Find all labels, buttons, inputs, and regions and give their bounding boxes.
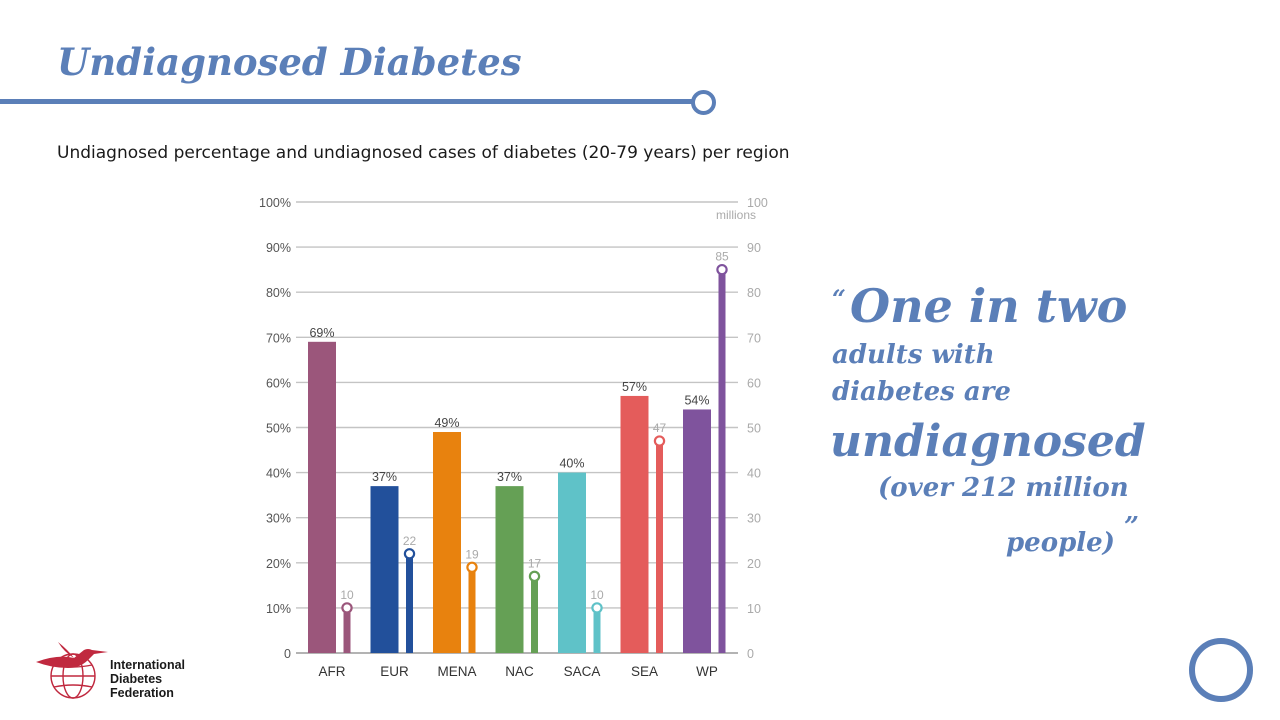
quote-line-3: diabetes are xyxy=(832,377,1011,407)
x-tick-label: AFR xyxy=(319,664,346,679)
lollipop-value-label: 17 xyxy=(528,556,542,570)
chart-subtitle: Undiagnosed percentage and undiagnosed c… xyxy=(57,143,790,163)
y-tick-label-left: 40% xyxy=(266,467,291,481)
bar xyxy=(433,432,461,653)
lollipop-value-label: 47 xyxy=(653,421,667,435)
lollipop-marker xyxy=(466,561,478,574)
bar xyxy=(495,486,524,653)
y-tick-label-right: 10 xyxy=(747,602,761,616)
lollipop-marker xyxy=(591,602,603,614)
bar xyxy=(683,409,711,653)
lollipop-value-label: 85 xyxy=(715,250,729,264)
lollipop-stem xyxy=(656,441,663,653)
y-tick-label-right: 0 xyxy=(747,647,754,661)
bar xyxy=(620,395,649,653)
quote-line-5: (over 212 million xyxy=(878,473,1129,503)
lollipop-stem xyxy=(343,607,351,653)
bar-value-label: 37% xyxy=(372,470,397,484)
y-tick-label-left: 60% xyxy=(266,376,291,390)
slide-title: Undiagnosed Diabetes xyxy=(57,40,522,84)
lollipop-stem xyxy=(531,576,538,653)
y-tick-label-right: 20 xyxy=(747,557,761,571)
lollipop-stem xyxy=(593,607,601,653)
bar-value-label: 49% xyxy=(434,416,459,430)
lollipop-stem xyxy=(718,269,726,653)
bar xyxy=(558,472,586,653)
lollipop-value-label: 22 xyxy=(403,534,417,548)
y-tick-label-right: 50 xyxy=(747,422,761,436)
title-underline xyxy=(0,99,694,104)
bar-value-label: 69% xyxy=(309,326,334,340)
hummingbird-globe-icon xyxy=(36,642,108,699)
y-tick-label-right: 40 xyxy=(747,467,761,481)
lollipop-marker xyxy=(403,548,416,560)
y-tick-label-right: 70 xyxy=(747,331,761,345)
y-tick-label-left: 10% xyxy=(266,602,291,616)
ring-icon xyxy=(1189,638,1253,702)
lollipop-stem xyxy=(406,553,413,653)
bar-value-label: 57% xyxy=(622,380,647,394)
y-tick-label-left: 50% xyxy=(266,422,291,436)
lollipop-value-label: 10 xyxy=(340,588,354,602)
quote-close-mark: ” xyxy=(1124,512,1139,542)
x-tick-label: MENA xyxy=(437,664,476,679)
lollipop-value-label: 10 xyxy=(590,588,604,602)
logo-line-1: International xyxy=(110,658,186,672)
bar xyxy=(370,486,399,653)
y-tick-label-right: 90 xyxy=(747,241,761,255)
y-tick-label-left: 30% xyxy=(266,512,291,526)
logo-text: International Diabetes Federation xyxy=(110,658,185,700)
x-tick-label: SEA xyxy=(631,664,658,679)
quote-line-6: people) xyxy=(1006,528,1115,558)
lollipop-value-label: 19 xyxy=(465,547,479,561)
y-tick-label-left: 80% xyxy=(266,286,291,300)
y-tick-label-left: 100% xyxy=(259,196,291,210)
quote-line-2: adults with xyxy=(832,340,995,370)
y-tick-label-left: 20% xyxy=(266,557,291,571)
quote-open-mark: “ xyxy=(832,284,846,313)
y-tick-label-left: 0 xyxy=(284,647,291,661)
bar-value-label: 37% xyxy=(497,470,522,484)
y-tick-label-right: 60 xyxy=(747,376,761,390)
bar xyxy=(308,341,336,653)
logo-line-3: Federation xyxy=(110,686,174,700)
x-tick-label: WP xyxy=(696,664,718,679)
logo-line-2: Diabetes xyxy=(110,672,163,686)
lollipop-marker xyxy=(341,602,353,614)
bar-value-label: 40% xyxy=(559,457,584,471)
quote-line-1: One in two xyxy=(850,279,1128,333)
x-tick-label: SACA xyxy=(564,664,601,679)
quote-line-4: undiagnosed xyxy=(830,416,1146,467)
y-tick-label-right: 100 xyxy=(747,196,768,210)
y-tick-label-left: 90% xyxy=(266,241,291,255)
right-axis-unit-label: millions xyxy=(716,208,756,222)
x-tick-label: NAC xyxy=(505,664,534,679)
y-tick-label-left: 70% xyxy=(266,331,291,345)
title-underline-knob xyxy=(691,90,716,115)
y-tick-label-right: 30 xyxy=(747,512,761,526)
lollipop-marker xyxy=(528,570,541,583)
bar-value-label: 54% xyxy=(684,393,709,407)
lollipop-stem xyxy=(468,567,476,653)
x-tick-label: EUR xyxy=(380,664,409,679)
lollipop-marker xyxy=(653,435,666,447)
y-tick-label-right: 80 xyxy=(747,286,761,300)
lollipop-marker xyxy=(716,263,728,276)
